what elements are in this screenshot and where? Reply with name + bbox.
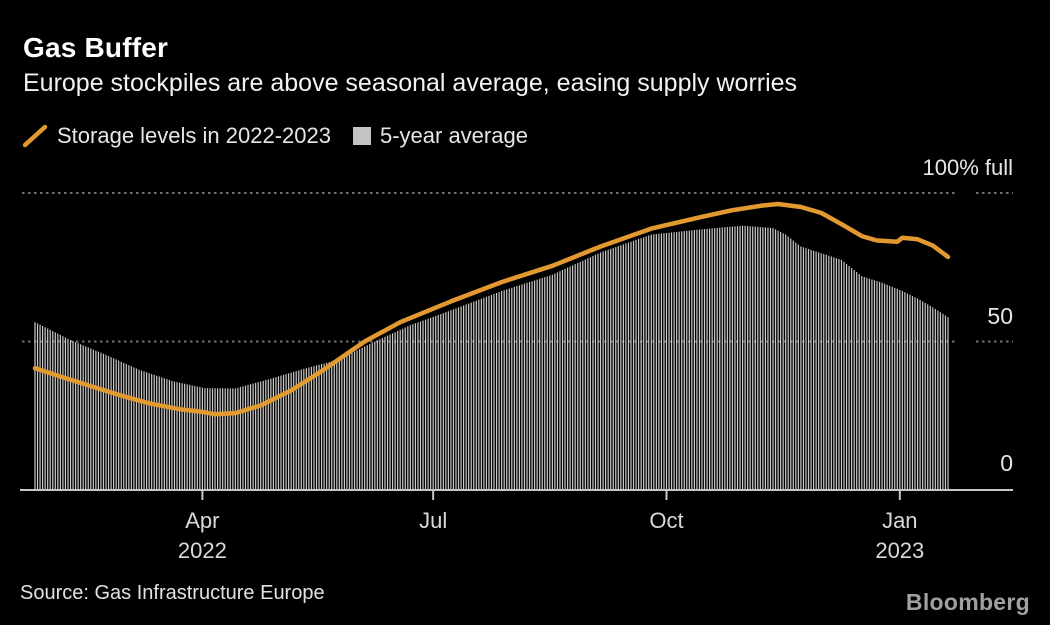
gridlines xyxy=(22,192,1013,343)
legend: Storage levels in 2022-2023 5-year avera… xyxy=(22,122,528,150)
x-axis-tick-label-jan: Jan 2023 xyxy=(875,508,925,563)
orange-slash-icon xyxy=(22,124,48,148)
x-axis-tick-label-apr: Apr 2022 xyxy=(177,508,227,563)
x-axis xyxy=(20,489,1013,500)
legend-label-storage: Storage levels in 2022-2023 xyxy=(57,123,331,148)
page-title: Gas Buffer xyxy=(23,32,169,63)
storage-level-line xyxy=(32,201,951,417)
x-axis-tick-label-oct: Oct xyxy=(649,508,684,533)
source-note: Source: Gas Infrastructure Europe xyxy=(20,582,325,604)
legend-label-average: 5-year average xyxy=(379,123,528,148)
y-axis-label-100: 100% full xyxy=(922,155,1013,180)
chart-subtitle: Europe stockpiles are above seasonal ave… xyxy=(23,69,798,97)
x-axis-tick-label-jul: Jul xyxy=(419,508,448,533)
five-year-average-bars xyxy=(34,225,949,491)
y-axis-label-0: 0 xyxy=(1000,450,1013,476)
bloomberg-logo: Bloomberg xyxy=(905,589,1030,615)
gray-square-icon xyxy=(352,127,371,145)
y-axis-label-50: 50 xyxy=(987,303,1013,329)
